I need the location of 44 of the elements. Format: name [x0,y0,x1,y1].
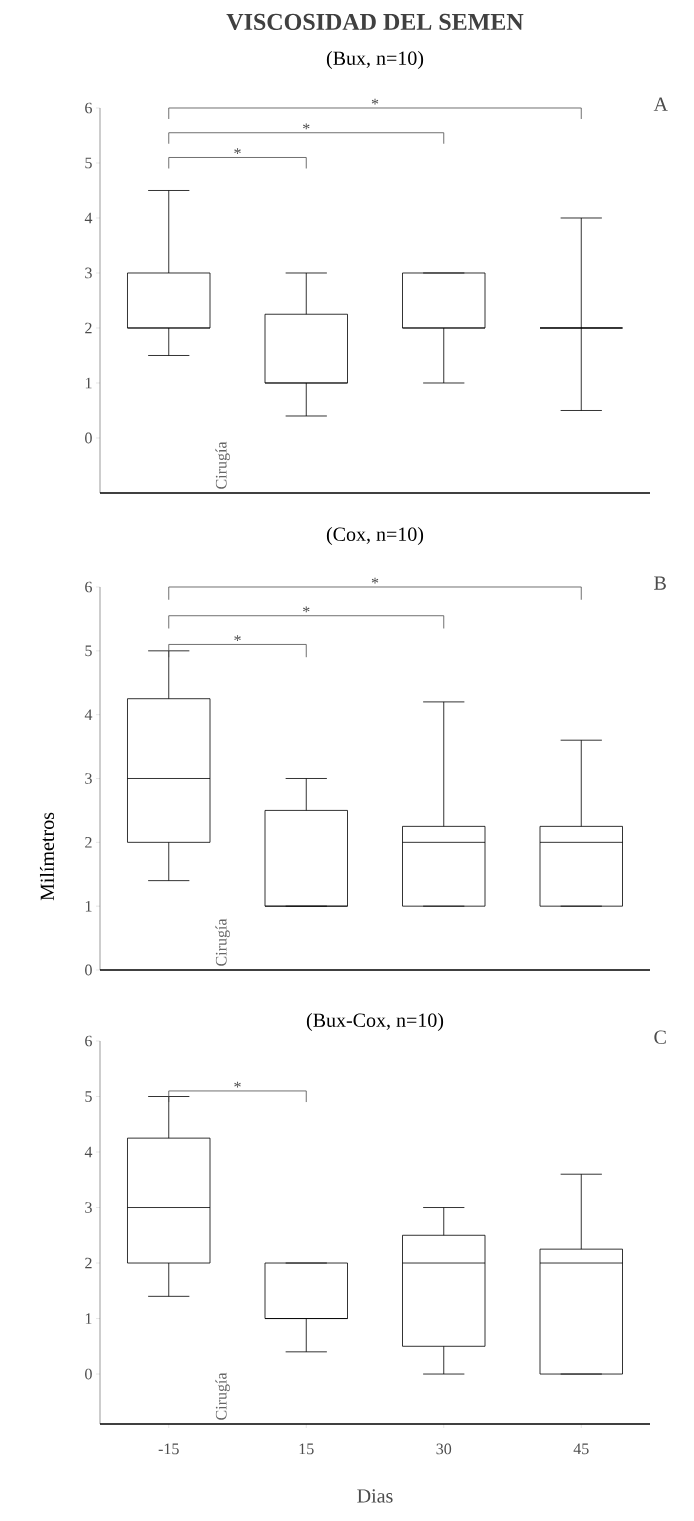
chart-title: VISCOSIDAD DEL SEMEN [226,13,524,31]
text: * [371,98,379,105]
y-tick-label: 6 [85,581,92,593]
text: * [371,577,379,584]
chart-subtitle: (Bux-Cox, n=10) [306,1012,444,1032]
y-tick-label: 5 [85,645,92,657]
y-tick-label: 5 [85,1091,92,1102]
annotation: Cirugía [215,1372,230,1420]
annotation: Cirugía [215,918,230,966]
text: A [653,97,668,111]
text: B [654,576,666,590]
y-tick-label: 4 [84,212,93,224]
annotation: * [234,635,241,642]
x-tick-label: 45 [573,1443,589,1455]
chart-subtitle: (Cox, n=10) [326,526,424,546]
y-tick-label: 3 [85,773,92,784]
y-tick-label: 1 [85,900,92,912]
y-tick-label: 4 [84,1146,93,1158]
annotation: * [234,1081,241,1088]
y-tick-label: 2 [85,837,92,848]
x-tick-label: 30 [436,1443,452,1455]
y-tick-label: 5 [85,157,92,169]
y-tick-label: 3 [85,267,92,279]
y-axis-title: Milímetros [39,812,55,901]
y-tick-label: 6 [85,1035,92,1047]
y-tick-label: 0 [85,1368,92,1380]
y-tick-label: 2 [85,1257,92,1269]
annotation: * [234,148,241,155]
y-tick-label: 0 [85,432,92,444]
x-axis-title: Dias [357,1489,393,1503]
y-tick-label: 6 [85,102,92,114]
y-tick-label: 2 [85,322,92,334]
y-tick-label: 3 [85,1202,92,1213]
y-tick-label: 4 [84,709,93,720]
y-tick-label: 1 [85,377,92,389]
y-tick-label: 1 [85,1313,92,1324]
annotation: Cirugía [215,441,230,489]
annotation: * [303,123,310,130]
x-tick-label: -15 [158,1443,179,1455]
y-tick-label: 0 [85,964,92,976]
text: C [654,1030,666,1044]
annotation: * [303,606,310,613]
chart-subtitle: (Bux, n=10) [326,50,424,70]
x-tick-label: 15 [299,1443,314,1455]
